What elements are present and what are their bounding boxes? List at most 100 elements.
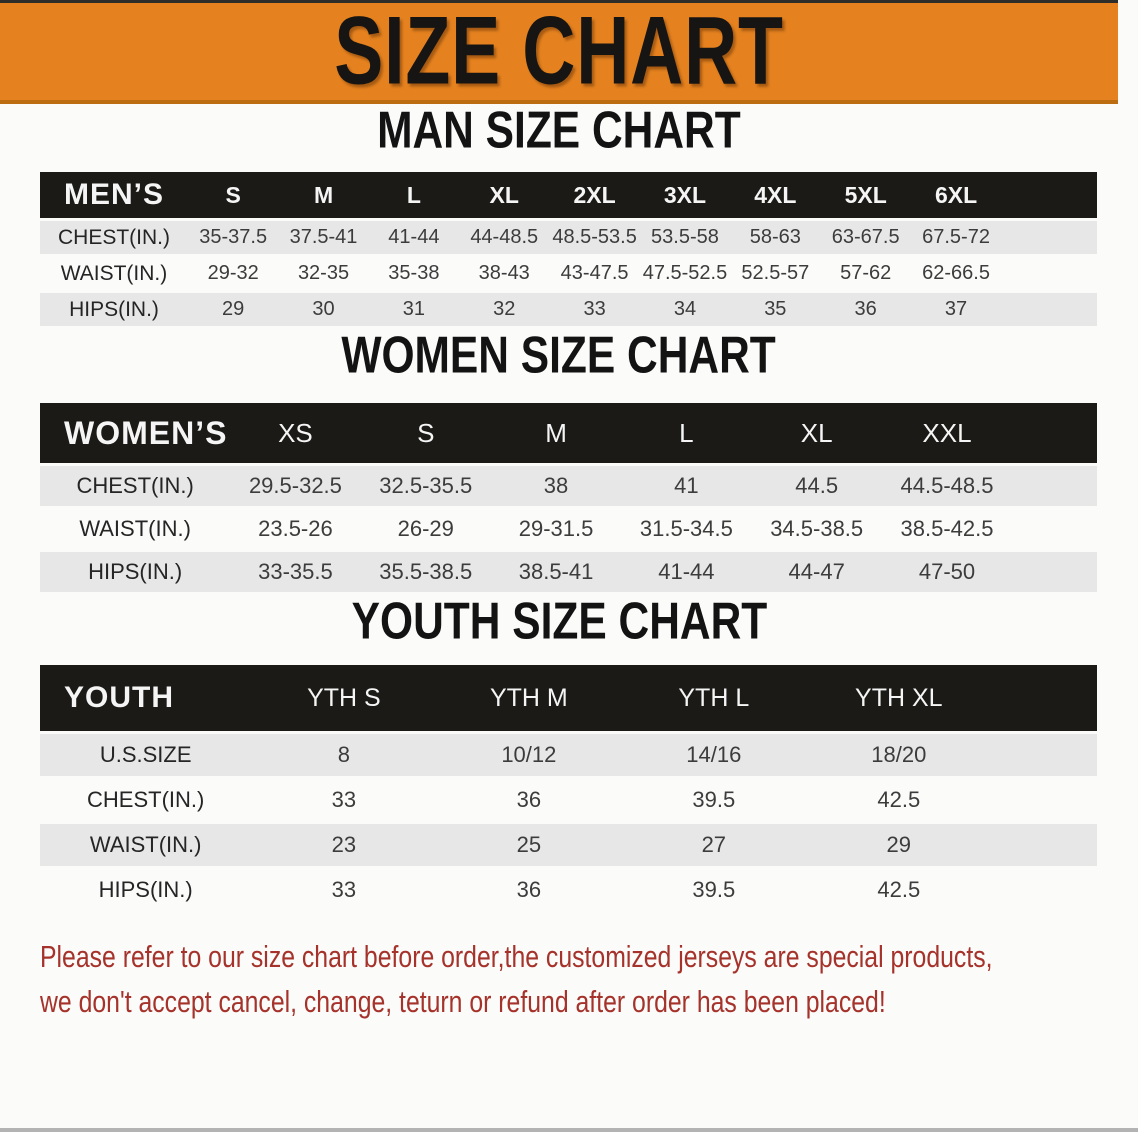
row-label: HIPS(IN.) <box>40 293 188 326</box>
cell-value: 33 <box>331 787 357 812</box>
women-section-heading-text: WOMEN SIZE CHART <box>341 326 777 384</box>
cell-value: 35-37.5 <box>187 221 279 254</box>
spacer-cell <box>991 869 1097 911</box>
cell-value: 14/16 <box>621 734 807 776</box>
row-label: HIPS(IN.) <box>98 877 193 902</box>
cell-value: 42.5 <box>877 877 921 902</box>
youth-ussize-row: U.S.SIZE 8 10/12 14/16 18/20 <box>40 734 1097 776</box>
cell-value: 41 <box>621 466 752 506</box>
youth-column-header: YTH XL <box>806 665 992 731</box>
cell-value: 30 <box>278 293 369 326</box>
cell-value: 44-47 <box>751 552 882 592</box>
women-hips-row: HIPS(IN.) 33-35.5 35.5-38.5 38.5-41 41-4… <box>40 552 1097 592</box>
disclaimer-line-2: we don't accept cancel, change, teturn o… <box>40 984 886 1019</box>
cell-value: 18/20 <box>806 734 992 776</box>
youth-header-row: YOUTH YTH S YTH M YTH L YTH XL <box>40 665 1097 731</box>
cell-value: 33-35.5 <box>230 552 361 592</box>
cell-value: 31 <box>368 293 460 326</box>
youth-size-table: YOUTH YTH S YTH M YTH L YTH XL U.S.SIZE … <box>40 662 1097 914</box>
youth-section-heading-text: YOUTH SIZE CHART <box>351 592 767 650</box>
youth-column-header: YTH M <box>436 665 622 731</box>
bottom-divider <box>0 1128 1138 1132</box>
spacer-cell <box>991 824 1097 866</box>
cell-value: 33 <box>549 293 640 326</box>
youth-chest-row: CHEST(IN.) 33 36 39.5 42.5 <box>40 779 1097 821</box>
spacer-cell <box>991 779 1097 821</box>
cell-value: 63-67.5 <box>820 221 911 254</box>
cell-value: 34 <box>639 293 731 326</box>
cell-value: 10/12 <box>436 734 622 776</box>
cell-value: 38-43 <box>478 262 530 284</box>
row-label: WAIST(IN.) <box>40 824 252 866</box>
cell-value: 53.5-58 <box>639 221 731 254</box>
cell-value: 43-47.5 <box>560 262 629 284</box>
men-column-header: 3XL <box>639 172 731 218</box>
women-column-header: XL <box>751 403 882 463</box>
spacer-cell <box>991 734 1097 776</box>
women-chest-row: CHEST(IN.) 29.5-32.5 32.5-35.5 38 41 44.… <box>40 466 1097 506</box>
cell-value: 44-48.5 <box>459 221 550 254</box>
men-column-header: 6XL <box>910 172 1002 218</box>
cell-value: 23.5-26 <box>258 516 333 541</box>
women-size-table: WOMEN’S XS S M L XL XXL CHEST(IN.) 29.5-… <box>40 400 1097 595</box>
men-column-header: XL <box>459 172 550 218</box>
row-label: HIPS(IN.) <box>40 552 231 592</box>
row-label: CHEST(IN.) <box>87 787 205 812</box>
cell-value: 38.5-42.5 <box>900 516 994 541</box>
banner-title: SIZE CHART <box>334 0 784 105</box>
cell-value: 44.5 <box>751 466 882 506</box>
cell-value: 57-62 <box>840 262 892 284</box>
cell-value: 26-29 <box>397 516 454 541</box>
cell-value: 8 <box>251 734 437 776</box>
cell-value: 47-50 <box>881 552 1013 592</box>
cell-value: 67.5-72 <box>910 221 1002 254</box>
cell-value: 29 <box>187 293 279 326</box>
cell-value: 41-44 <box>621 552 752 592</box>
row-label: U.S.SIZE <box>40 734 252 776</box>
men-chest-row: CHEST(IN.) 35-37.5 37.5-41 41-44 44-48.5… <box>40 221 1097 254</box>
spacer-cell <box>1001 221 1097 254</box>
men-hips-row: HIPS(IN.) 29 30 31 32 33 34 35 36 37 <box>40 293 1097 326</box>
men-column-header: S <box>187 172 279 218</box>
spacer-cell <box>1001 257 1097 290</box>
youth-waist-row: WAIST(IN.) 23 25 27 29 <box>40 824 1097 866</box>
women-waist-row: WAIST(IN.) 23.5-26 26-29 29-31.5 31.5-34… <box>40 509 1097 549</box>
cell-value: 37 <box>910 293 1002 326</box>
cell-value: 36 <box>516 877 542 902</box>
women-column-header: XS <box>230 403 361 463</box>
cell-value: 52.5-57 <box>741 262 810 284</box>
men-section-heading-text: MAN SIZE CHART <box>377 101 741 159</box>
men-waist-row: WAIST(IN.) 29-32 32-35 35-38 38-43 43-47… <box>40 257 1097 290</box>
cell-value: 29.5-32.5 <box>230 466 361 506</box>
cell-value: 44.5-48.5 <box>881 466 1013 506</box>
men-column-header: 2XL <box>549 172 640 218</box>
row-label: CHEST(IN.) <box>40 221 188 254</box>
content-area: MAN SIZE CHART MEN’S S M L XL 2XL 3XL 4X… <box>0 101 1118 1024</box>
cell-value: 32.5-35.5 <box>360 466 491 506</box>
disclaimer-line-1: Please refer to our size chart before or… <box>40 939 993 974</box>
cell-value: 27 <box>621 824 807 866</box>
cell-value: 29 <box>806 824 992 866</box>
cell-value: 62-66.5 <box>922 262 990 284</box>
spacer-cell <box>1001 172 1097 218</box>
cell-value: 32-35 <box>297 262 350 284</box>
men-header-row: MEN’S S M L XL 2XL 3XL 4XL 5XL 6XL <box>40 172 1097 218</box>
cell-value: 37.5-41 <box>278 221 369 254</box>
row-label: CHEST(IN.) <box>40 466 231 506</box>
cell-value: 35.5-38.5 <box>360 552 491 592</box>
women-column-header: L <box>621 403 752 463</box>
size-chart-banner: SIZE CHART <box>0 0 1118 105</box>
men-column-header: M <box>278 172 369 218</box>
cell-value: 36 <box>820 293 911 326</box>
men-size-table: MEN’S S M L XL 2XL 3XL 4XL 5XL 6XL CHEST… <box>40 169 1097 329</box>
cell-value: 23 <box>251 824 437 866</box>
disclaimer-text: Please refer to our size chart before or… <box>40 934 1118 1024</box>
cell-value: 35 <box>730 293 821 326</box>
cell-value: 32 <box>459 293 550 326</box>
cell-value: 29-31.5 <box>518 516 594 541</box>
men-column-header: 4XL <box>730 172 821 218</box>
cell-value: 31.5-34.5 <box>639 516 733 541</box>
women-column-header: XXL <box>881 403 1013 463</box>
women-column-header: S <box>360 403 491 463</box>
row-label: WAIST(IN.) <box>60 261 168 285</box>
